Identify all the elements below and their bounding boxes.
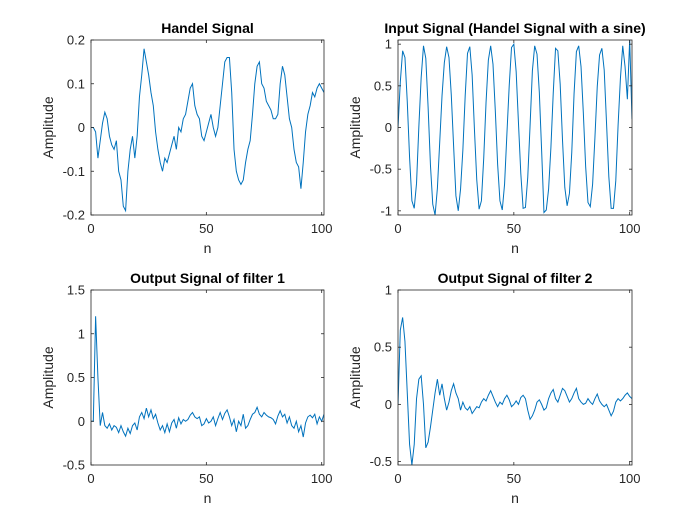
y-axis-label: Amplitude xyxy=(347,96,363,158)
y-axis-label: Amplitude xyxy=(40,96,56,158)
y-tick-label: 1 xyxy=(78,326,85,341)
y-tick-label: 1 xyxy=(385,37,392,52)
series-line xyxy=(398,317,632,465)
y-tick-label: 0 xyxy=(385,120,392,135)
x-axis-label: n xyxy=(511,240,519,256)
y-tick-label: -0.5 xyxy=(370,162,392,177)
x-tick-label: 50 xyxy=(199,471,213,486)
plot-area xyxy=(398,290,632,465)
y-tick-label: 1.5 xyxy=(67,283,85,298)
x-tick-label: 50 xyxy=(507,471,521,486)
y-tick-label: -0.5 xyxy=(63,458,85,473)
y-tick-label: -0.5 xyxy=(370,454,392,469)
plot-area xyxy=(398,40,632,215)
y-tick-label: 0.5 xyxy=(374,340,392,355)
x-tick-label: 0 xyxy=(394,471,401,486)
x-tick-label: 50 xyxy=(507,221,521,236)
series-line xyxy=(91,316,324,438)
x-tick-label: 100 xyxy=(619,221,641,236)
subplot-1: 0 50 100 -0.2 -0.1 0 0.1 0.2 Handel Signal n Ampli… xyxy=(40,20,333,256)
y-axis-label: Amplitude xyxy=(347,346,363,408)
x-tick-label: 50 xyxy=(199,221,213,236)
x-tick-label: 100 xyxy=(311,471,333,486)
y-tick-label: 0.1 xyxy=(67,76,85,91)
plot-area xyxy=(91,290,324,465)
series-line xyxy=(398,40,632,215)
chart-title: Input Signal (Handel Signal with a sine) xyxy=(384,20,645,36)
y-tick-label: 0 xyxy=(385,397,392,412)
chart-title: Output Signal of filter 1 xyxy=(130,270,285,286)
y-tick-label: 0.5 xyxy=(67,370,85,385)
x-axis-label: n xyxy=(204,490,212,506)
x-tick-label: 100 xyxy=(619,471,641,486)
y-tick-label: 0.5 xyxy=(374,78,392,93)
axes-box xyxy=(397,289,633,466)
series-line xyxy=(91,48,324,213)
y-tick-label: 1 xyxy=(385,283,392,298)
x-tick-label: 0 xyxy=(394,221,401,236)
y-tick-label: -0.2 xyxy=(63,208,85,223)
chart-title: Handel Signal xyxy=(161,20,254,36)
y-tick-label: 0.2 xyxy=(67,33,85,48)
x-tick-label: 0 xyxy=(87,471,94,486)
x-axis-label: n xyxy=(204,240,212,256)
y-tick-label: 0 xyxy=(78,414,85,429)
x-tick-label: 0 xyxy=(87,221,94,236)
y-tick-label: 0 xyxy=(78,120,85,135)
chart-title: Output Signal of filter 2 xyxy=(438,270,593,286)
x-tick-label: 100 xyxy=(311,221,333,236)
y-tick-label: -1 xyxy=(380,203,392,218)
y-axis-label: Amplitude xyxy=(40,346,56,408)
y-tick-label: -0.1 xyxy=(63,164,85,179)
x-axis-label: n xyxy=(511,490,519,506)
